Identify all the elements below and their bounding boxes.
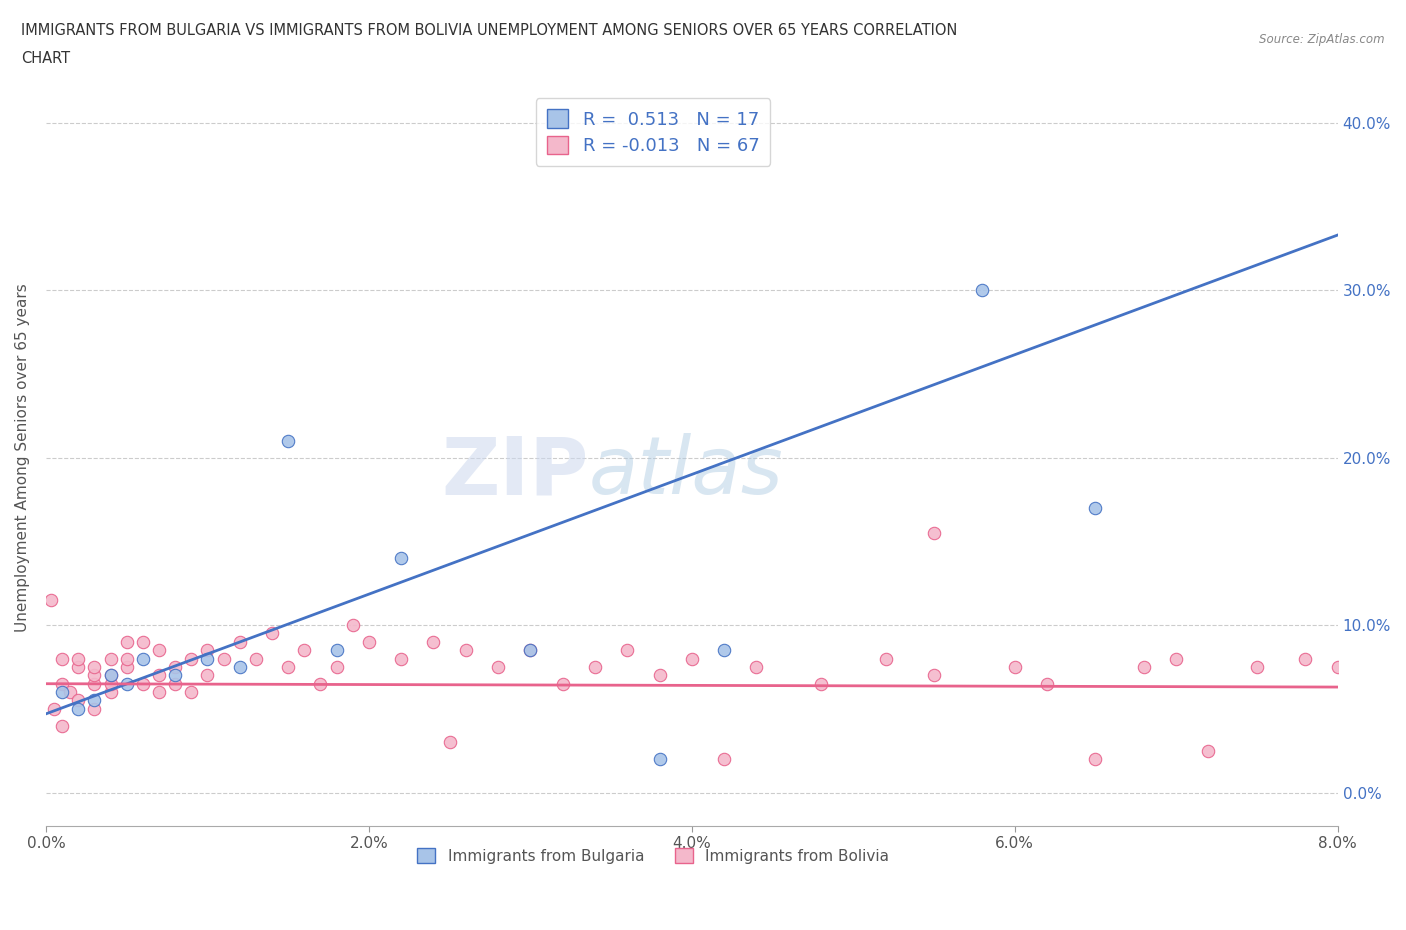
Point (100, 668, 122, 683)
Point (713, 643, 735, 658)
Point (1004, 659, 1026, 674)
Point (810, 676, 832, 691)
Point (875, 651, 897, 666)
Point (616, 643, 638, 658)
Point (148, 684, 170, 699)
Point (1246, 659, 1268, 674)
Text: CHART: CHART (21, 51, 70, 66)
Point (83, 701, 105, 716)
Point (292, 643, 315, 658)
Point (439, 735, 461, 750)
Point (389, 551, 412, 565)
Point (115, 659, 138, 674)
Point (67, 701, 90, 716)
Point (165, 676, 187, 691)
Point (1294, 651, 1316, 666)
Point (681, 651, 703, 666)
Point (165, 659, 187, 674)
Point (519, 643, 541, 658)
Point (325, 659, 347, 674)
Point (51, 684, 73, 699)
Point (83, 668, 105, 683)
Point (67, 651, 90, 666)
Point (1326, 659, 1348, 674)
Point (583, 659, 606, 674)
Point (1084, 751, 1107, 766)
Point (357, 634, 380, 649)
Point (165, 668, 187, 683)
Text: IMMIGRANTS FROM BULGARIA VS IMMIGRANTS FROM BOLIVIA UNEMPLOYMENT AMONG SENIORS O: IMMIGRANTS FROM BULGARIA VS IMMIGRANTS F… (21, 23, 957, 38)
Point (100, 676, 122, 691)
Point (51, 718, 73, 733)
Point (422, 634, 444, 649)
Point (454, 643, 477, 658)
Point (59, 684, 82, 699)
Text: Source: ZipAtlas.com: Source: ZipAtlas.com (1260, 33, 1385, 46)
Point (1084, 500, 1107, 515)
Point (1166, 651, 1188, 666)
Point (309, 676, 332, 691)
Point (83, 659, 105, 674)
Point (180, 651, 202, 666)
Text: ZIP: ZIP (441, 433, 589, 512)
Point (197, 668, 219, 683)
Legend: Immigrants from Bulgaria, Immigrants from Bolivia: Immigrants from Bulgaria, Immigrants fro… (411, 842, 896, 870)
Point (648, 751, 671, 766)
Point (922, 668, 945, 683)
Point (245, 651, 267, 666)
Point (197, 651, 219, 666)
Point (713, 751, 735, 766)
Point (115, 676, 138, 691)
Y-axis label: Unemployment Among Seniors over 65 years: Unemployment Among Seniors over 65 years (15, 284, 30, 632)
Point (212, 651, 235, 666)
Point (260, 626, 283, 641)
Point (1133, 659, 1156, 674)
Point (648, 668, 671, 683)
Point (100, 684, 122, 699)
Point (148, 643, 170, 658)
Point (100, 668, 122, 683)
Point (180, 684, 202, 699)
Point (922, 525, 945, 540)
Point (83, 676, 105, 691)
Point (277, 659, 299, 674)
Point (1198, 743, 1220, 758)
Point (115, 634, 138, 649)
Point (83, 693, 105, 708)
Point (115, 651, 138, 666)
Point (197, 643, 219, 658)
Point (39, 592, 62, 607)
Point (325, 643, 347, 658)
Point (745, 659, 768, 674)
Point (277, 433, 299, 448)
Point (67, 693, 90, 708)
Point (342, 618, 364, 632)
Point (148, 668, 170, 683)
Point (1036, 676, 1059, 691)
Point (228, 659, 250, 674)
Point (551, 676, 574, 691)
Point (519, 643, 541, 658)
Point (132, 634, 155, 649)
Point (51, 676, 73, 691)
Point (132, 651, 155, 666)
Point (486, 659, 509, 674)
Text: atlas: atlas (589, 433, 783, 512)
Point (228, 634, 250, 649)
Point (67, 659, 90, 674)
Point (100, 651, 122, 666)
Point (972, 283, 994, 298)
Point (42, 701, 65, 716)
Point (51, 651, 73, 666)
Point (389, 651, 412, 666)
Point (132, 676, 155, 691)
